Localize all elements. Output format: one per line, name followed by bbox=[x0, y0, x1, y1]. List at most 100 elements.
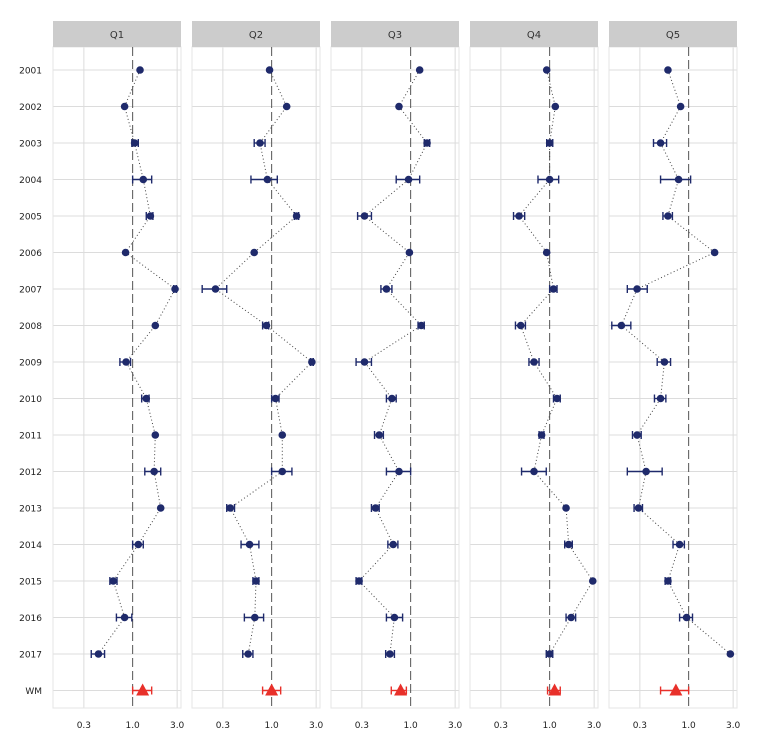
x-tick-label: 1.0 bbox=[264, 721, 279, 731]
wm-triangle bbox=[548, 683, 562, 696]
panel-strip bbox=[609, 21, 737, 47]
estimate-point bbox=[282, 102, 291, 111]
estimate-point bbox=[271, 394, 280, 403]
x-tick-label: 1.0 bbox=[681, 721, 696, 731]
estimate-point bbox=[405, 248, 414, 257]
estimate-point bbox=[537, 431, 546, 439]
estimate-point bbox=[262, 321, 271, 330]
row-label-2012: 2012 bbox=[19, 468, 42, 478]
x-tick-label: 1.0 bbox=[403, 721, 418, 731]
estimate-point bbox=[417, 321, 426, 330]
estimate-point bbox=[386, 650, 394, 658]
estimate-point bbox=[134, 540, 143, 549]
panel-frame bbox=[191, 46, 321, 709]
estimate-point bbox=[553, 394, 561, 403]
row-label-2017: 2017 bbox=[19, 651, 42, 661]
estimate-point bbox=[633, 431, 641, 439]
estimate-point bbox=[545, 139, 554, 147]
estimate-point bbox=[530, 467, 538, 476]
estimate-point bbox=[139, 175, 148, 184]
row-label-2013: 2013 bbox=[19, 505, 42, 515]
estimate-point bbox=[567, 613, 575, 622]
estimate-point bbox=[120, 613, 129, 622]
estimate-point bbox=[151, 431, 160, 439]
estimate-point bbox=[256, 139, 264, 147]
x-tick-label: 0.3 bbox=[494, 721, 508, 731]
panel-frame bbox=[52, 46, 182, 709]
wm-triangle bbox=[136, 683, 150, 696]
estimate-point bbox=[120, 102, 129, 111]
panel-title: Q1 bbox=[110, 30, 124, 41]
estimate-point bbox=[542, 66, 551, 74]
x-tick-label: 3.0 bbox=[309, 721, 324, 731]
panel-title: Q2 bbox=[249, 30, 263, 41]
estimate-point bbox=[171, 285, 179, 293]
estimate-point bbox=[150, 467, 158, 476]
x-tick-label: 1.0 bbox=[125, 721, 140, 731]
estimate-point bbox=[549, 285, 558, 293]
row-label-2014: 2014 bbox=[19, 541, 42, 551]
estimate-point bbox=[308, 358, 316, 366]
estimate-point bbox=[515, 212, 523, 220]
estimate-point bbox=[675, 540, 684, 549]
estimate-point bbox=[726, 650, 735, 658]
estimate-point bbox=[244, 650, 252, 658]
wm-triangle bbox=[265, 683, 279, 696]
estimate-point bbox=[542, 248, 551, 257]
estimate-point bbox=[633, 285, 641, 293]
row-label-2015: 2015 bbox=[19, 578, 42, 588]
panel-q5: Q5 0.3 1.0 3.0 bbox=[608, 21, 741, 731]
x-tick-label: 3.0 bbox=[587, 721, 602, 731]
estimate-point bbox=[122, 358, 130, 366]
estimate-point bbox=[516, 321, 525, 330]
estimate-point bbox=[109, 577, 118, 585]
estimate-point bbox=[278, 431, 287, 439]
row-label-2007: 2007 bbox=[19, 286, 42, 296]
row-label-2004: 2004 bbox=[19, 176, 42, 186]
estimate-point bbox=[146, 212, 155, 220]
estimate-point bbox=[656, 394, 665, 403]
x-tick-label: 3.0 bbox=[726, 721, 741, 731]
panel-q4: Q4 0.3 1.0 3.0 bbox=[469, 21, 602, 731]
estimate-point bbox=[360, 358, 369, 366]
row-label-2011: 2011 bbox=[19, 432, 42, 442]
row-labels: 2001 2002 2003 2004 2005 2006 2007 2008 2009 2010… bbox=[19, 67, 42, 698]
x-tick-label: 0.3 bbox=[355, 721, 369, 731]
x-tick-label: 0.3 bbox=[216, 721, 230, 731]
estimate-point bbox=[252, 577, 260, 585]
x-tick-label: 0.3 bbox=[77, 721, 91, 731]
wm-triangle bbox=[394, 683, 408, 696]
panel-q3: Q3 0.3 1.0 3.0 bbox=[330, 21, 463, 731]
estimate-point bbox=[682, 613, 691, 622]
estimate-point bbox=[545, 650, 554, 658]
estimate-point bbox=[660, 358, 669, 366]
estimate-point bbox=[617, 321, 626, 330]
panel-frame bbox=[469, 46, 599, 709]
estimate-point bbox=[265, 66, 274, 74]
estimate-point bbox=[710, 248, 719, 257]
estimate-point bbox=[389, 540, 397, 549]
estimate-point bbox=[382, 285, 391, 293]
x-tick-label: 3.0 bbox=[170, 721, 185, 731]
estimate-point bbox=[142, 394, 151, 403]
estimate-point bbox=[226, 504, 235, 512]
row-label-2006: 2006 bbox=[19, 249, 42, 259]
estimate-point bbox=[94, 650, 103, 658]
estimate-point bbox=[250, 248, 258, 257]
estimate-point bbox=[676, 102, 685, 111]
row-label-2008: 2008 bbox=[19, 322, 42, 332]
estimate-point bbox=[130, 139, 139, 147]
x-tick-label: 0.3 bbox=[633, 721, 647, 731]
x-tick-label: 1.0 bbox=[542, 721, 557, 731]
estimate-point bbox=[263, 175, 272, 184]
row-label-2005: 2005 bbox=[19, 213, 42, 223]
estimate-point bbox=[415, 66, 424, 74]
panel-strip bbox=[470, 21, 598, 47]
estimate-point bbox=[564, 540, 573, 549]
estimate-point bbox=[156, 504, 165, 512]
panel-strip bbox=[192, 21, 320, 47]
estimate-point bbox=[634, 504, 643, 512]
estimate-point bbox=[656, 139, 665, 147]
wm-triangle bbox=[669, 683, 683, 696]
